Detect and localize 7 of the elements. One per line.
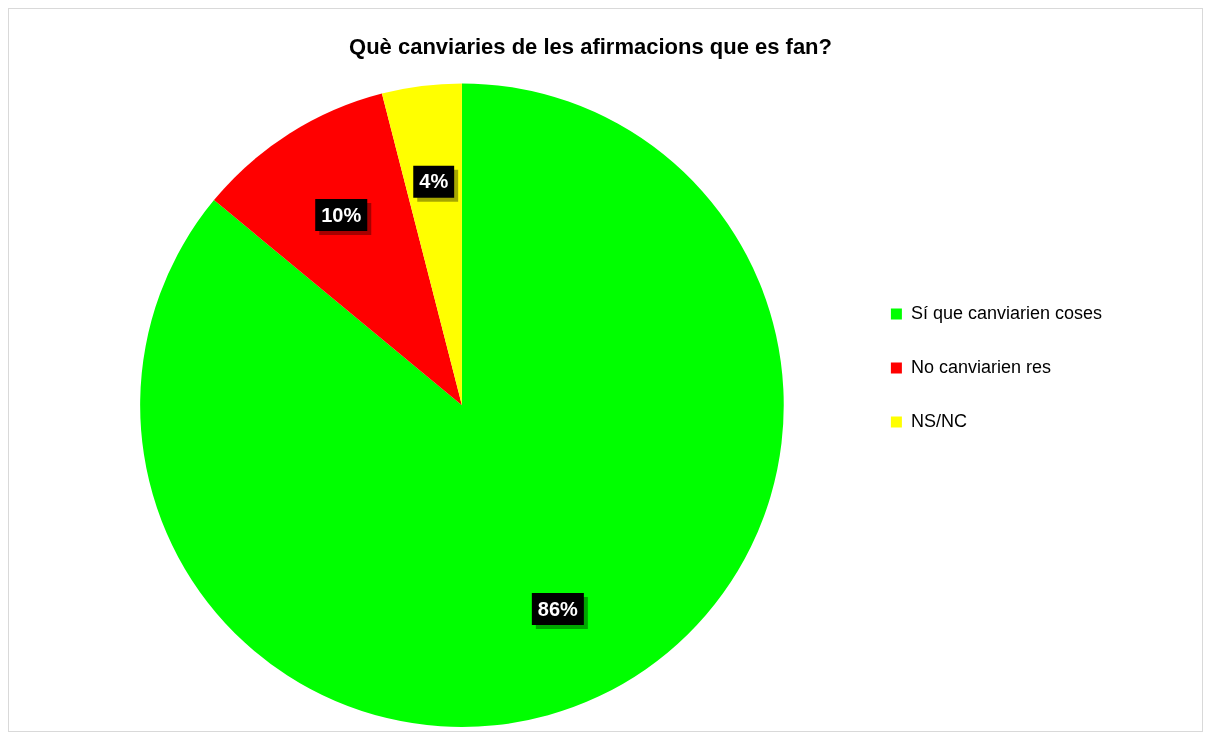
chart-title: Què canviaries de les afirmacions que es fan? bbox=[349, 34, 832, 60]
legend-label: NS/NC bbox=[910, 410, 967, 431]
legend-label: Sí que canviarien coses bbox=[910, 302, 1102, 323]
legend-label: No canviarien res bbox=[910, 356, 1051, 377]
data-label: 10% bbox=[321, 203, 362, 226]
data-label: 86% bbox=[537, 597, 579, 620]
data-label: 4% bbox=[419, 170, 449, 193]
